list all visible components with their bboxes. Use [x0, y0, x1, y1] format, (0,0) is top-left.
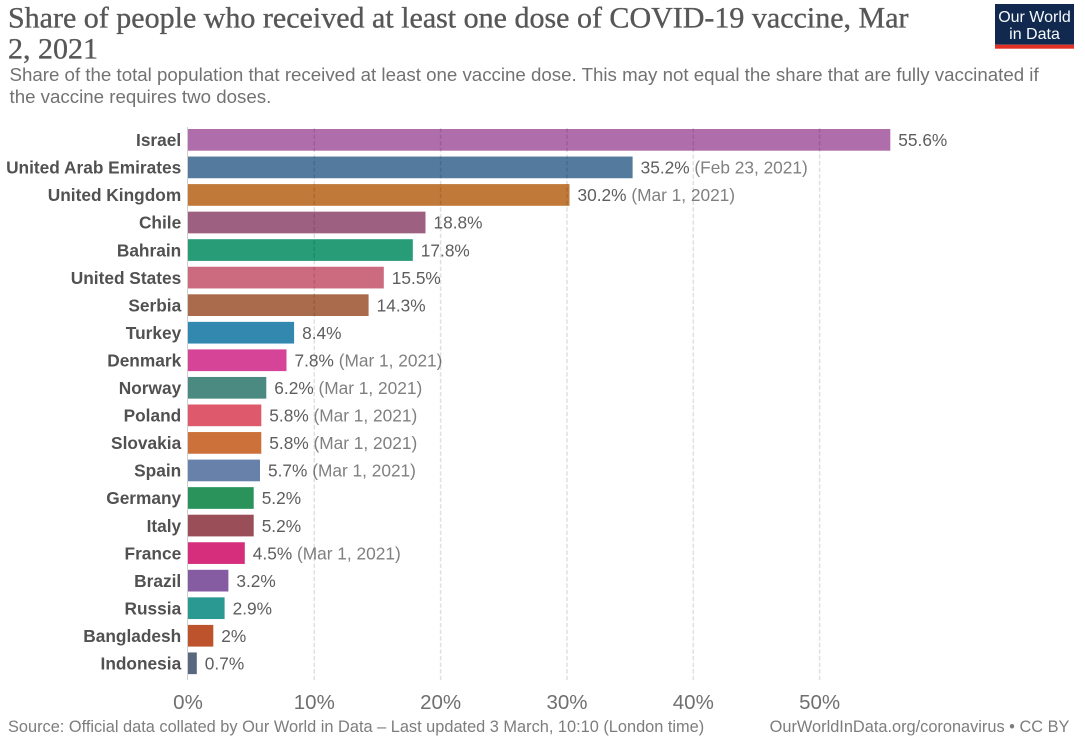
- svg-text:France: France: [125, 543, 182, 563]
- svg-text:2.9%: 2.9%: [233, 598, 272, 618]
- svg-text:0%: 0%: [173, 691, 203, 714]
- svg-text:Source: Official data collated: Source: Official data collated by Our Wo…: [8, 718, 704, 736]
- svg-text:20%: 20%: [420, 691, 461, 714]
- svg-text:55.6%: 55.6%: [898, 130, 947, 150]
- svg-text:Serbia: Serbia: [128, 295, 181, 315]
- svg-text:Turkey: Turkey: [126, 323, 182, 343]
- svg-text:5.8% (Mar 1, 2021): 5.8% (Mar 1, 2021): [269, 433, 417, 453]
- svg-text:35.2% (Feb 23, 2021): 35.2% (Feb 23, 2021): [641, 158, 808, 178]
- svg-text:Denmark: Denmark: [107, 350, 181, 370]
- svg-text:3.2%: 3.2%: [236, 571, 275, 591]
- svg-text:5.7% (Mar 1, 2021): 5.7% (Mar 1, 2021): [268, 461, 416, 481]
- svg-text:United Arab Emirates: United Arab Emirates: [6, 158, 181, 178]
- svg-text:15.5%: 15.5%: [392, 268, 441, 288]
- svg-text:14.3%: 14.3%: [377, 295, 426, 315]
- svg-text:2%: 2%: [221, 626, 246, 646]
- svg-text:Bahrain: Bahrain: [117, 240, 181, 260]
- svg-text:18.8%: 18.8%: [434, 213, 483, 233]
- svg-text:5.2%: 5.2%: [262, 488, 301, 508]
- svg-text:10%: 10%: [294, 691, 335, 714]
- svg-text:Share of people who received a: Share of people who received at least on…: [8, 2, 909, 66]
- svg-text:United Kingdom: United Kingdom: [48, 185, 181, 205]
- svg-text:United States: United States: [71, 268, 181, 288]
- svg-text:8.4%: 8.4%: [302, 323, 341, 343]
- svg-text:Indonesia: Indonesia: [101, 654, 182, 674]
- svg-text:6.2% (Mar 1, 2021): 6.2% (Mar 1, 2021): [274, 378, 422, 398]
- svg-text:5.2%: 5.2%: [262, 516, 301, 536]
- svg-text:Israel: Israel: [136, 130, 181, 150]
- svg-text:40%: 40%: [673, 691, 714, 714]
- svg-text:Bangladesh: Bangladesh: [83, 626, 181, 646]
- svg-text:30%: 30%: [546, 691, 587, 714]
- svg-text:5.8% (Mar 1, 2021): 5.8% (Mar 1, 2021): [269, 406, 417, 426]
- svg-text:Chile: Chile: [139, 213, 182, 233]
- svg-text:OurWorldInData.org/coronavirus: OurWorldInData.org/coronavirus • CC BY: [770, 718, 1070, 736]
- svg-text:0.7%: 0.7%: [205, 654, 244, 674]
- svg-text:Italy: Italy: [147, 516, 182, 536]
- svg-text:30.2% (Mar 1, 2021): 30.2% (Mar 1, 2021): [578, 185, 736, 205]
- svg-text:50%: 50%: [799, 691, 840, 714]
- svg-text:Slovakia: Slovakia: [111, 433, 182, 453]
- svg-text:Germany: Germany: [106, 488, 181, 508]
- svg-text:Norway: Norway: [119, 378, 182, 398]
- svg-text:17.8%: 17.8%: [421, 240, 470, 260]
- svg-text:4.5% (Mar 1, 2021): 4.5% (Mar 1, 2021): [253, 543, 401, 563]
- svg-text:Russia: Russia: [125, 598, 182, 618]
- svg-text:Poland: Poland: [124, 406, 182, 426]
- svg-text:7.8% (Mar 1, 2021): 7.8% (Mar 1, 2021): [295, 350, 443, 370]
- svg-text:Spain: Spain: [134, 461, 181, 481]
- svg-text:Brazil: Brazil: [134, 571, 181, 591]
